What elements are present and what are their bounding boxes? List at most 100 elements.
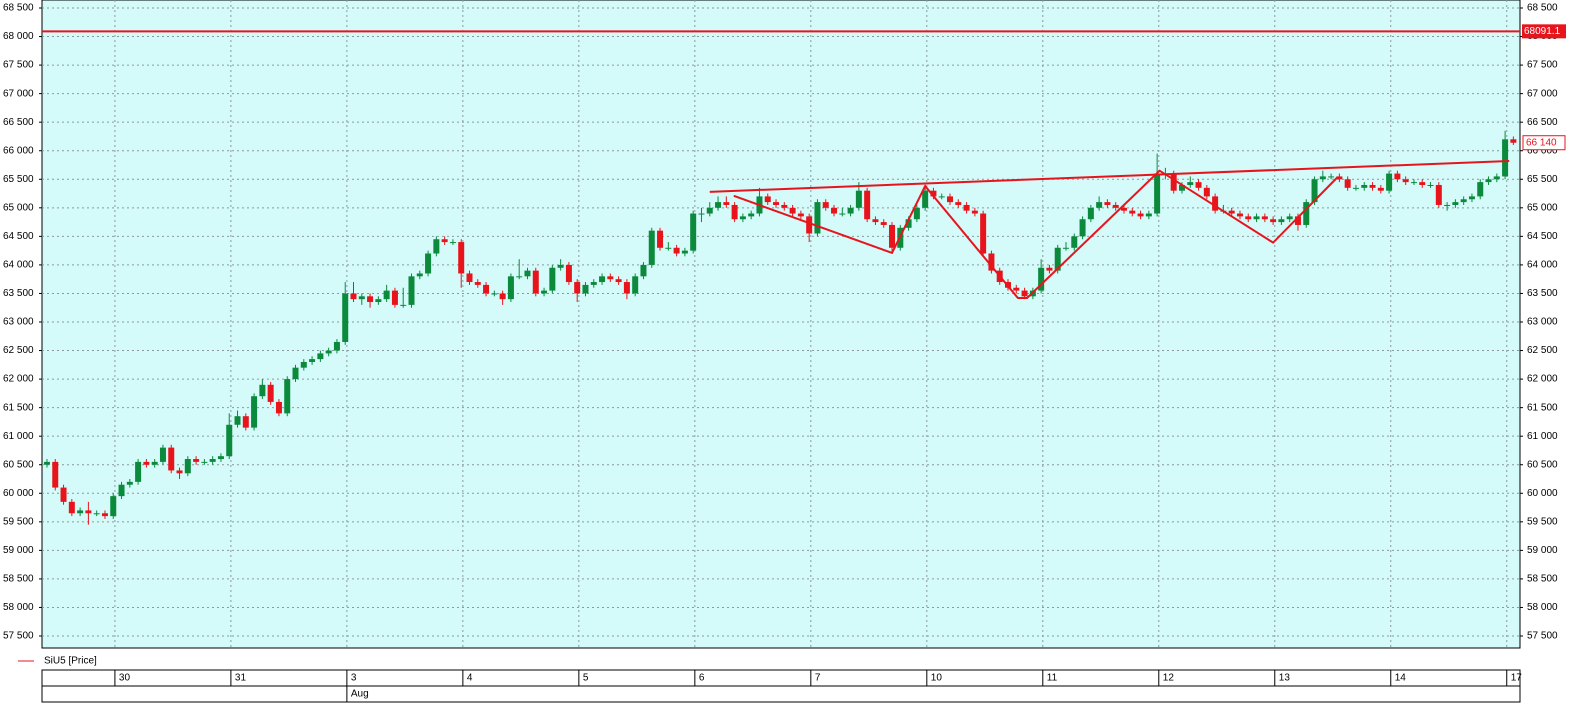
- candle-body: [607, 276, 614, 280]
- y-tick-label: 62 000: [3, 374, 34, 385]
- candle-body: [1344, 179, 1351, 188]
- candle-body: [1444, 204, 1451, 206]
- candle-body: [499, 293, 506, 300]
- x-tick-label: 6: [699, 673, 705, 684]
- candle-body: [1493, 176, 1500, 180]
- y-tick-label: 68 500: [3, 3, 34, 14]
- candle-body: [1013, 287, 1020, 291]
- candle-body: [449, 242, 456, 244]
- candle-body: [1328, 176, 1335, 178]
- candle-body: [1294, 216, 1301, 225]
- candle-body: [822, 202, 829, 208]
- y-tick-label: 59 000: [3, 545, 34, 556]
- y-tick-label: 63 000: [1527, 317, 1558, 328]
- candle-body: [483, 284, 490, 294]
- candle-body: [1112, 204, 1119, 208]
- candle-body: [151, 461, 158, 465]
- candle-body: [408, 276, 415, 305]
- y-tick-label: 67 000: [1527, 88, 1558, 99]
- candle-body: [764, 196, 771, 203]
- y-tick-label: 67 000: [3, 88, 34, 99]
- y-tick-label: 60 500: [1527, 459, 1558, 470]
- candle-body: [1178, 184, 1185, 191]
- candle-body: [77, 510, 84, 514]
- candle-body: [367, 296, 374, 303]
- candle-body: [226, 424, 233, 457]
- candle-body: [1427, 184, 1434, 186]
- candle-body: [574, 282, 581, 294]
- candle-body: [1021, 290, 1028, 297]
- candle-body: [1410, 182, 1417, 184]
- candle-body: [723, 202, 730, 205]
- candle-body: [1087, 207, 1094, 220]
- candle-body: [623, 282, 630, 294]
- candle-body: [880, 222, 887, 225]
- candle-body: [1236, 213, 1243, 217]
- candle-body: [516, 276, 523, 278]
- candle-body: [590, 282, 597, 285]
- candle-body: [731, 204, 738, 220]
- candle-body: [1352, 187, 1359, 189]
- candle-body: [491, 293, 498, 295]
- y-tick-label: 62 000: [1527, 374, 1558, 385]
- level-label: 68091.1: [1524, 26, 1561, 37]
- candle-body: [1460, 199, 1467, 203]
- x-tick-label: 10: [931, 673, 943, 684]
- candle-body: [317, 353, 324, 360]
- candle-body: [1386, 173, 1393, 191]
- y-tick-label: 58 500: [1527, 574, 1558, 585]
- candle-body: [864, 190, 871, 220]
- candle-body: [1071, 236, 1078, 248]
- candle-body: [1046, 267, 1053, 271]
- candle-body: [135, 461, 142, 482]
- candle-body: [1286, 216, 1293, 220]
- candle-body: [1212, 196, 1219, 211]
- candle-body: [1187, 182, 1194, 185]
- y-tick-label: 64 500: [3, 231, 34, 242]
- y-tick-label: 60 000: [1527, 488, 1558, 499]
- candle-body: [657, 230, 664, 248]
- y-tick-label: 66 000: [3, 145, 34, 156]
- y-tick-label: 64 500: [1527, 231, 1558, 242]
- candle-body: [1485, 179, 1492, 183]
- candle-body: [789, 207, 796, 214]
- y-tick-label: 62 500: [1527, 345, 1558, 356]
- y-tick-label: 61 000: [1527, 431, 1558, 442]
- y-tick-label: 59 500: [1527, 516, 1558, 527]
- candle-body: [988, 253, 995, 271]
- candle-body: [922, 190, 929, 208]
- candle-body: [1079, 219, 1086, 237]
- candle-body: [400, 304, 407, 306]
- candle-body: [1170, 173, 1177, 191]
- candle-body: [1468, 196, 1475, 200]
- candle-body: [251, 396, 258, 428]
- candle-body: [333, 341, 340, 351]
- candle-body: [1054, 247, 1061, 271]
- candle-body: [889, 224, 896, 248]
- candle-body: [1096, 202, 1103, 208]
- candle-body: [1477, 182, 1484, 197]
- candle-body: [1402, 179, 1409, 183]
- candle-body: [615, 279, 622, 283]
- legend-label: SiU5 [Price]: [44, 656, 97, 667]
- y-tick-label: 57 500: [1527, 631, 1558, 642]
- y-tick-label: 67 500: [1527, 60, 1558, 71]
- trendline: [733, 169, 1339, 300]
- y-tick-label: 65 000: [3, 202, 34, 213]
- x-tick-label: 13: [1279, 673, 1291, 684]
- y-tick-label: 66 500: [1527, 117, 1558, 128]
- y-tick-label: 58 000: [1527, 602, 1558, 613]
- trendline: [709, 160, 1510, 193]
- candle-body: [259, 384, 266, 397]
- candle-body: [184, 459, 191, 474]
- candle-body: [1361, 184, 1368, 188]
- candle-body: [673, 247, 680, 254]
- candle-body: [110, 496, 117, 517]
- candle-body: [358, 296, 365, 300]
- candle-body: [284, 379, 291, 414]
- candle-body: [1510, 139, 1517, 143]
- y-tick-label: 63 500: [3, 288, 34, 299]
- candle-body: [242, 416, 249, 428]
- candle-body: [193, 459, 200, 462]
